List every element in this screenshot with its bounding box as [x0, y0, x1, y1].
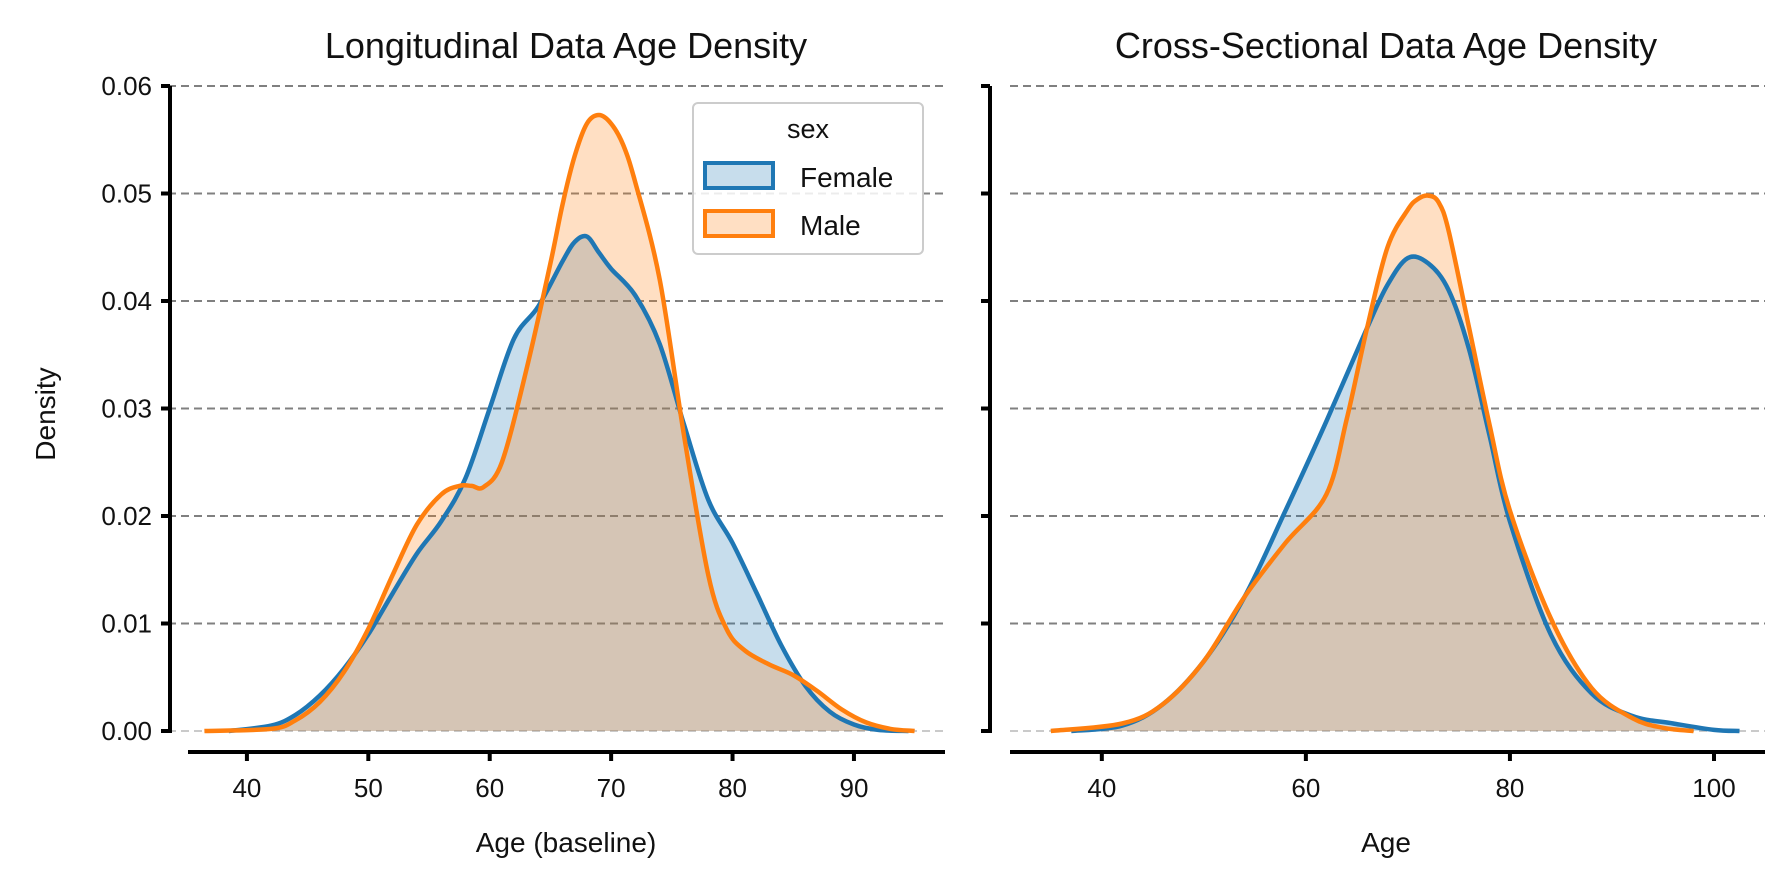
- legend-label-female: Female: [800, 162, 893, 193]
- axes: [161, 84, 945, 761]
- x-tick-label: 60: [475, 773, 504, 803]
- y-axis-label: Density: [30, 367, 61, 460]
- density-area-male: [204, 115, 915, 731]
- x-tick-label: 70: [597, 773, 626, 803]
- panel-longitudinal: Longitudinal Data Age Density 0.000.010.…: [30, 25, 945, 858]
- legend-swatch-male: [703, 209, 775, 238]
- legend-label-male: Male: [800, 210, 861, 241]
- x-tick-label: 80: [1495, 773, 1524, 803]
- density-line-male: [204, 112, 915, 734]
- axes: [981, 84, 1765, 761]
- y-tick-label: 0.00: [101, 716, 152, 746]
- y-tick-label: 0.01: [101, 609, 152, 639]
- x-tick-label: 60: [1291, 773, 1320, 803]
- panel-cross-sectional: Cross-Sectional Data Age Density 40 60 80 1…: [981, 25, 1765, 858]
- legend: sex Female Male: [692, 102, 924, 255]
- x-axis-label: Age: [1361, 827, 1411, 858]
- x-axis-label: Age (baseline): [476, 827, 657, 858]
- density-area-female: [228, 235, 909, 731]
- legend-swatch-female: [703, 161, 775, 190]
- density-lines: [1050, 193, 1740, 734]
- x-tick-label: 80: [718, 773, 747, 803]
- y-tick-label: 0.06: [101, 71, 152, 101]
- panel-title: Cross-Sectional Data Age Density: [1115, 25, 1657, 66]
- y-tick-label: 0.03: [101, 394, 152, 424]
- legend-title: sex: [787, 114, 830, 144]
- y-tick-label: 0.02: [101, 501, 152, 531]
- tick-labels: 0.00 0.01 0.02 0.03 0.04 0.05 0.06 40 50 60 70 80 90: [101, 71, 868, 803]
- legend-frame: [692, 102, 924, 255]
- panel-title: Longitudinal Data Age Density: [325, 25, 807, 66]
- y-tick-label: 0.05: [101, 179, 152, 209]
- density-lines: [204, 112, 915, 734]
- x-tick-label: 40: [1087, 773, 1116, 803]
- x-tick-label: 40: [232, 773, 261, 803]
- tick-labels: 40 60 80 100: [1087, 773, 1735, 803]
- grid-lines: [1010, 85, 1765, 732]
- density-line-male: [1050, 193, 1694, 734]
- x-tick-label: 90: [839, 773, 868, 803]
- y-tick-label: 0.04: [101, 286, 152, 316]
- x-tick-label: 50: [354, 773, 383, 803]
- density-line-female: [228, 233, 909, 734]
- x-tick-label: 100: [1692, 773, 1735, 803]
- density-area-male: [1050, 195, 1694, 732]
- density-areas: [204, 115, 915, 731]
